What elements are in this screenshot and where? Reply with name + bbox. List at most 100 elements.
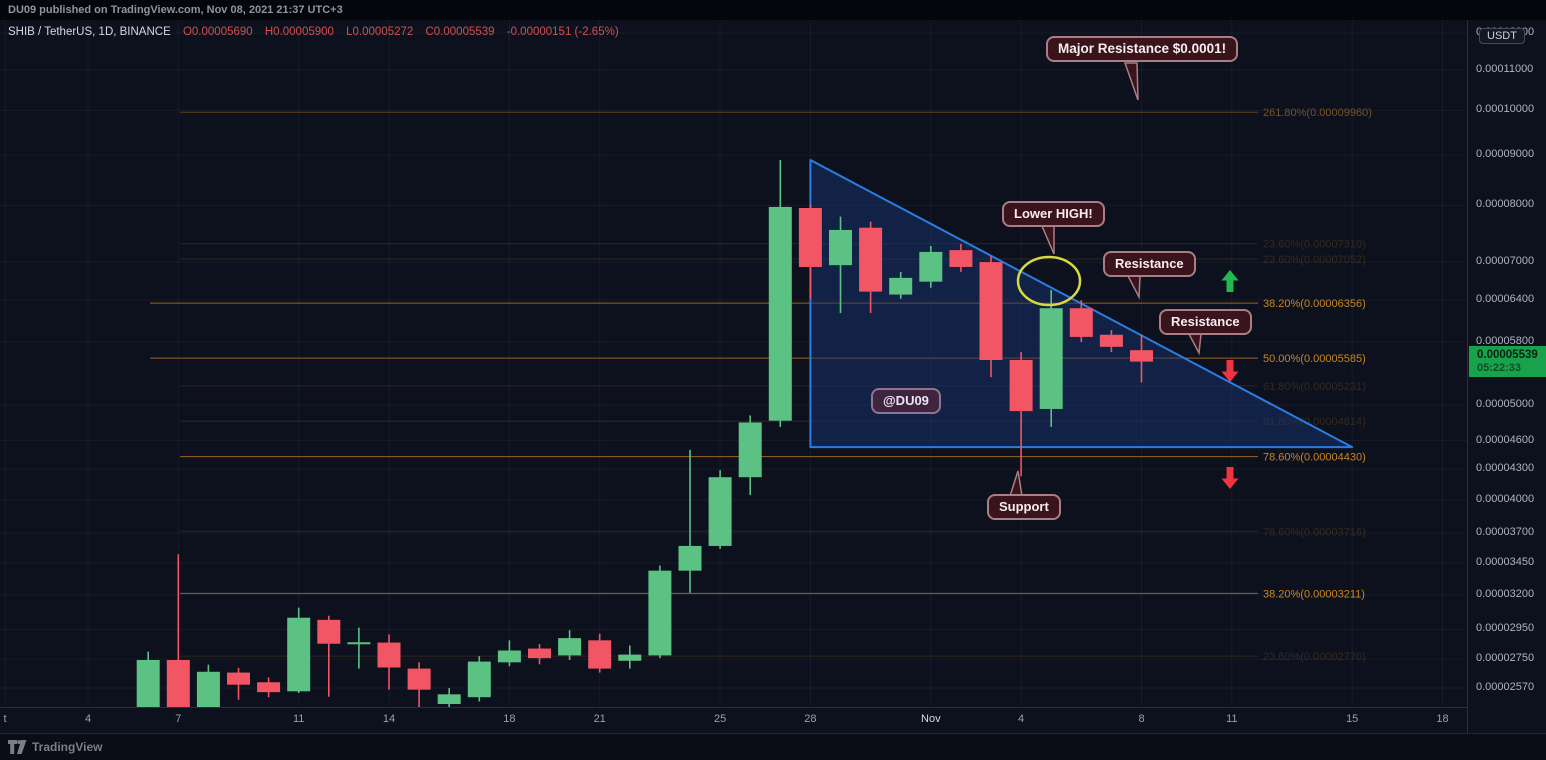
- highlight-ellipse-drawing[interactable]: [1016, 255, 1082, 307]
- fib-level-label: 61.80%(0.00005231): [1263, 381, 1366, 393]
- candle-body: [437, 694, 461, 705]
- legend-low: L0.00005272: [346, 26, 414, 38]
- candle-body: [678, 545, 702, 571]
- price-tick-label: 0.00004000: [1476, 492, 1535, 505]
- candle-body: [798, 208, 822, 267]
- callout-tail: [1187, 333, 1202, 356]
- candle-body: [1039, 308, 1063, 409]
- candle-body: [1009, 359, 1033, 412]
- price-tick-label: 0.00005000: [1476, 398, 1535, 411]
- callout-major-resistance[interactable]: Major Resistance $0.0001!: [1046, 36, 1239, 62]
- legend-high: H0.00005900: [264, 26, 334, 38]
- chart-pane[interactable]: 261.80%(0.00009960) 23.60%(0.00007310) 23.…: [0, 20, 1467, 707]
- candle-body: [136, 660, 160, 707]
- candle-body: [467, 661, 491, 698]
- candle-body: [407, 668, 431, 690]
- candle-body: [859, 227, 883, 292]
- callout-tail: [1040, 225, 1055, 255]
- legend-close: C0.00005539: [425, 26, 495, 38]
- candle-body: [196, 671, 220, 707]
- callout-support[interactable]: Support: [987, 494, 1061, 520]
- bar-countdown: 05:22:33: [1477, 361, 1522, 374]
- candle-body: [829, 229, 852, 266]
- chart-canvas[interactable]: 261.80%(0.00009960) 23.60%(0.00007310) 23.…: [0, 20, 1467, 707]
- price-tick-label: 0.00010000: [1476, 103, 1535, 116]
- candle-body: [919, 251, 943, 282]
- candle-body: [708, 477, 732, 546]
- time-tick-label: 7: [175, 713, 182, 725]
- candle-body: [377, 642, 401, 668]
- candle-body: [738, 422, 762, 478]
- tradingview-logo-text[interactable]: TradingView: [32, 740, 103, 754]
- price-tick-label: 0.00009000: [1476, 148, 1535, 161]
- time-tick-label: 4: [1018, 713, 1025, 725]
- callout-resistance-2[interactable]: Resistance: [1159, 309, 1252, 335]
- arrow-down-marker[interactable]: [1221, 360, 1239, 382]
- symbol-title[interactable]: SHIB / TetherUS, 1D, BINANCE: [8, 26, 171, 38]
- candle-body: [257, 682, 281, 693]
- price-tick-label: 0.00002750: [1476, 652, 1535, 665]
- candle-body: [227, 672, 250, 685]
- time-tick-label: 15: [1346, 713, 1359, 725]
- candle-body: [768, 206, 792, 421]
- fib-level-label: 38.20%(0.00003211): [1263, 588, 1365, 600]
- legend-open: O0.00005690: [182, 26, 253, 38]
- fib-level-label: 78.60%(0.00003716): [1263, 526, 1366, 538]
- candle-body: [949, 250, 973, 267]
- price-tick-label: 0.00011000: [1476, 62, 1534, 75]
- time-tick-label: 4: [84, 713, 92, 725]
- price-tick-label: 0.00003700: [1476, 526, 1535, 539]
- fib-level-label: 23.60%(0.00007310): [1263, 239, 1366, 251]
- time-tick-label: Nov: [921, 713, 941, 725]
- candle-body: [588, 640, 612, 669]
- candle-body: [979, 262, 1003, 360]
- publish-info-bar: DU09 published on TradingView.com, Nov 0…: [0, 0, 1546, 20]
- candle-body: [347, 642, 371, 645]
- fib-level-label: 50.00%(0.00005585): [1263, 353, 1366, 365]
- legend-change: -0.00000151 (-2.65%): [506, 26, 619, 38]
- fib-level-label: 23.60%(0.00007052): [1263, 254, 1366, 266]
- price-tick-label: 0.00002950: [1476, 622, 1535, 635]
- price-tick-label: 0.00008000: [1476, 198, 1535, 211]
- time-tick-label: 21: [593, 713, 606, 725]
- tradingview-logo-icon[interactable]: [8, 740, 27, 754]
- fib-level-label: 38.20%(0.00006356): [1263, 298, 1366, 310]
- price-axis[interactable]: USDT 0.00005539 05:22:33 0.000120000.000…: [1467, 20, 1546, 733]
- price-tick-label: 0.00005800: [1476, 335, 1535, 348]
- time-tick-label: 11: [292, 713, 305, 725]
- currency-toggle-button[interactable]: USDT: [1479, 28, 1525, 44]
- time-axis[interactable]: t 4 7 11 14 18 21 25 28 Nov 4 8 11 15 18: [0, 707, 1467, 733]
- footer-bar: TradingView: [0, 733, 1546, 760]
- time-tick-label: 25: [713, 713, 727, 725]
- candle-body: [528, 648, 551, 659]
- candle-body: [618, 654, 642, 661]
- callout-lower-high[interactable]: Lower HIGH!: [1002, 201, 1105, 227]
- callout-resistance-1[interactable]: Resistance: [1103, 251, 1196, 277]
- price-tick-label: 0.00003450: [1476, 555, 1535, 568]
- candle-body: [497, 650, 521, 663]
- candle-body: [287, 617, 311, 692]
- price-tick-label: 0.00006400: [1476, 293, 1535, 306]
- arrow-up-marker[interactable]: [1221, 270, 1239, 292]
- time-tick-label: 11: [1226, 713, 1238, 725]
- callout-tail: [1008, 470, 1023, 497]
- time-tick-label: 18: [1436, 713, 1449, 725]
- callout-tail: [1123, 62, 1139, 101]
- fib-level-label: 261.80%(0.00009960): [1263, 107, 1372, 119]
- fib-level-label: 23.60%(0.00002770): [1263, 651, 1366, 663]
- price-tick-label: 0.00004600: [1476, 433, 1535, 446]
- arrow-down-marker[interactable]: [1221, 467, 1239, 489]
- last-price-badge: 0.00005539 05:22:33: [1469, 345, 1546, 377]
- price-tick-label: 0.00004300: [1476, 462, 1535, 475]
- time-tick-label: 28: [804, 713, 817, 725]
- price-tick-label: 0.00002570: [1476, 681, 1535, 693]
- candle-body: [1099, 334, 1123, 347]
- candle-body: [558, 638, 582, 656]
- candle-body: [1130, 350, 1153, 362]
- callout-author-watermark[interactable]: @DU09: [871, 388, 941, 414]
- callout-tail: [1126, 275, 1141, 300]
- candle-body: [648, 570, 672, 656]
- symbol-legend: SHIB / TetherUS, 1D, BINANCE O0.00005690…: [8, 26, 619, 38]
- fib-level-label: 78.60%(0.00004430): [1263, 452, 1366, 464]
- candle-body: [166, 660, 190, 707]
